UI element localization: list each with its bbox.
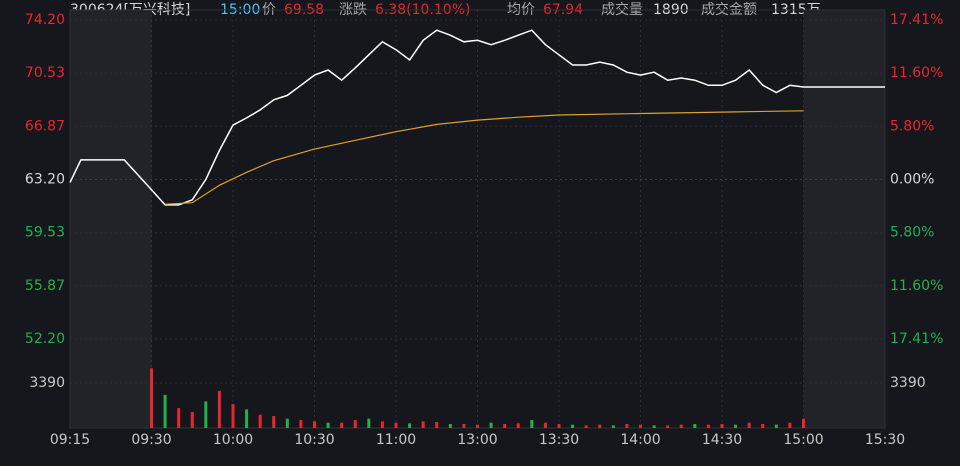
volume-bar xyxy=(611,425,615,428)
volume-bar xyxy=(462,424,466,428)
volume-bar xyxy=(231,404,235,428)
volume-bar xyxy=(598,424,602,428)
y-tick-label: 59.53 xyxy=(25,225,65,241)
y-tick-label: 66.87 xyxy=(25,118,65,134)
volume-bar xyxy=(666,425,670,428)
volume-bar xyxy=(476,424,479,428)
volume-bar xyxy=(489,422,493,428)
volume-bar xyxy=(408,423,412,428)
volume-bar xyxy=(340,422,344,428)
y2-tick-label: 17.41% xyxy=(890,12,943,28)
volume-bar xyxy=(353,420,357,428)
volume-bar xyxy=(706,424,710,428)
price-line xyxy=(165,110,804,205)
y-tick-label: 63.20 xyxy=(25,172,65,188)
y-tick-label: 70.53 xyxy=(25,65,65,81)
volume-bar xyxy=(557,424,561,428)
volume-bar xyxy=(272,416,276,428)
y-tick-label: 52.20 xyxy=(25,331,65,347)
x-tick-label: 10:30 xyxy=(294,432,334,448)
x-tick-label: 13:30 xyxy=(539,432,579,448)
y2-tick-label: 0.00% xyxy=(890,172,934,188)
volume-bar xyxy=(163,394,167,428)
volume-bar xyxy=(177,408,181,428)
volume-bar xyxy=(448,424,452,428)
x-tick-label: 11:00 xyxy=(376,432,416,448)
volume-bar xyxy=(788,422,792,428)
volume-bar xyxy=(367,418,371,428)
volume-bar xyxy=(245,409,249,428)
x-tick-label: 10:00 xyxy=(213,432,253,448)
volume-bar xyxy=(693,424,697,428)
volume-bar xyxy=(516,423,520,428)
y-tick-label: 55.87 xyxy=(25,278,65,294)
volume-bar xyxy=(652,425,656,428)
volume-bar xyxy=(435,422,439,428)
y-tick-label: 74.20 xyxy=(25,12,65,28)
volume-tick-label-right: 3390 xyxy=(890,375,926,391)
volume-bar xyxy=(761,424,765,428)
volume-bar xyxy=(421,421,425,428)
x-tick-label: 14:30 xyxy=(702,432,742,448)
x-tick-label: 14:00 xyxy=(620,432,660,448)
x-tick-label: 15:30 xyxy=(865,432,905,448)
volume-bar xyxy=(258,414,262,428)
x-tick-label: 09:30 xyxy=(131,432,171,448)
volume-bar xyxy=(285,418,289,428)
y2-tick-label: 17.41% xyxy=(890,331,943,347)
volume-tick-label: 3390 xyxy=(29,375,65,391)
y2-tick-label: 11.60% xyxy=(890,278,943,294)
volume-bar xyxy=(734,424,738,428)
pre-market-region xyxy=(70,10,152,428)
volume-bar xyxy=(313,421,316,428)
volume-bar xyxy=(217,390,221,428)
volume-bar xyxy=(204,401,208,428)
volume-bar xyxy=(584,425,588,428)
volume-bar xyxy=(530,420,534,428)
volume-bar xyxy=(299,420,303,428)
price-line xyxy=(69,29,885,206)
volume-bar xyxy=(543,422,547,428)
volume-bar xyxy=(802,418,805,428)
volume-bar xyxy=(747,422,751,428)
volume-bar xyxy=(326,422,330,428)
volume-bar xyxy=(774,424,778,428)
volume-bar xyxy=(150,368,153,428)
volume-bar xyxy=(679,424,683,428)
volume-bar xyxy=(571,424,575,428)
volume-bar xyxy=(625,424,629,428)
volume-bar xyxy=(190,412,194,428)
post-market-region xyxy=(803,10,885,428)
volume-bar xyxy=(639,424,642,428)
y2-tick-label: 11.60% xyxy=(890,65,943,81)
y2-tick-label: 5.80% xyxy=(890,225,934,241)
y2-tick-label: 5.80% xyxy=(890,118,934,134)
volume-bar xyxy=(503,424,507,428)
volume-bar xyxy=(720,424,724,428)
x-tick-label: 13:00 xyxy=(457,432,497,448)
volume-bar xyxy=(380,421,384,428)
x-tick-label: 15:00 xyxy=(783,432,823,448)
volume-bar xyxy=(394,422,398,428)
x-tick-label: 09:15 xyxy=(50,432,90,448)
